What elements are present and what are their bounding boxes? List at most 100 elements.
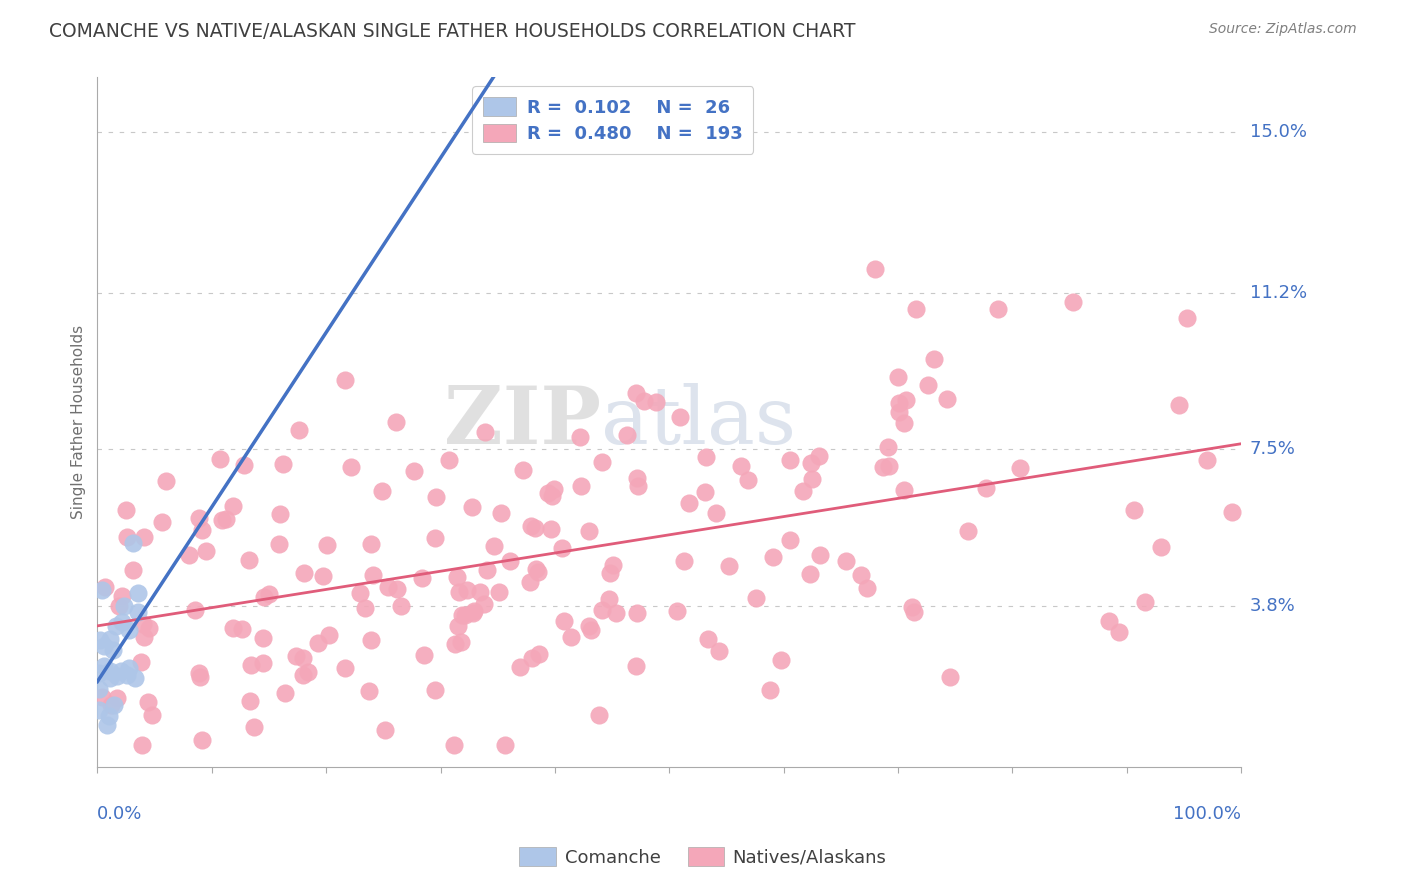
Point: [588, 708, 610, 723]
Point: [957, 524, 980, 538]
Point: [191, 732, 214, 747]
Point: [1098, 615, 1121, 629]
Point: [730, 458, 752, 473]
Point: [134, 530, 156, 544]
Text: 11.2%: 11.2%: [1250, 284, 1306, 302]
Point: [184, 603, 207, 617]
Point: [938, 670, 960, 684]
Point: [138, 621, 160, 635]
Point: [288, 423, 311, 437]
Point: [599, 566, 621, 581]
Point: [645, 395, 668, 409]
Point: [98, 671, 121, 685]
Point: [377, 580, 399, 594]
Point: [569, 479, 592, 493]
Legend: Comanche, Natives/Alaskans: Comanche, Natives/Alaskans: [512, 840, 894, 874]
Point: [122, 563, 145, 577]
Point: [799, 567, 821, 582]
Text: ZIP: ZIP: [444, 383, 600, 461]
Point: [863, 262, 886, 277]
Point: [887, 405, 910, 419]
Point: [520, 651, 543, 665]
Point: [461, 500, 484, 515]
Point: [190, 523, 212, 537]
Point: [100, 698, 122, 712]
Point: [252, 631, 274, 645]
Point: [935, 392, 957, 406]
Point: [118, 661, 141, 675]
Point: [745, 591, 768, 605]
Point: [668, 410, 690, 425]
Point: [131, 738, 153, 752]
Point: [188, 670, 211, 684]
Point: [624, 386, 647, 401]
Point: [385, 416, 408, 430]
Point: [551, 541, 574, 555]
Point: [917, 377, 939, 392]
Point: [581, 623, 603, 637]
Point: [252, 656, 274, 670]
Point: [1175, 311, 1198, 326]
Y-axis label: Single Father Households: Single Father Households: [72, 325, 86, 519]
Point: [103, 698, 125, 713]
Point: [141, 708, 163, 723]
Point: [340, 459, 363, 474]
Point: [540, 522, 562, 536]
Point: [269, 537, 291, 551]
Point: [598, 592, 620, 607]
Point: [259, 587, 281, 601]
Point: [437, 453, 460, 467]
Point: [468, 584, 491, 599]
Point: [1062, 295, 1084, 310]
Point: [443, 739, 465, 753]
Point: [359, 683, 381, 698]
Point: [105, 691, 128, 706]
Text: 100.0%: 100.0%: [1173, 805, 1241, 823]
Point: [187, 511, 209, 525]
Point: [107, 669, 129, 683]
Point: [602, 558, 624, 572]
Point: [849, 568, 872, 582]
Point: [129, 655, 152, 669]
Point: [114, 599, 136, 614]
Point: [877, 440, 900, 454]
Point: [136, 695, 159, 709]
Point: [509, 660, 531, 674]
Point: [108, 599, 131, 613]
Point: [127, 586, 149, 600]
Point: [335, 373, 357, 387]
Point: [292, 668, 315, 682]
Point: [87, 666, 110, 681]
Point: [520, 518, 543, 533]
Point: [97, 709, 120, 723]
Point: [527, 565, 550, 579]
Point: [238, 553, 260, 567]
Point: [524, 521, 547, 535]
Point: [131, 617, 153, 632]
Point: [155, 474, 177, 488]
Point: [792, 483, 814, 498]
Point: [90, 582, 112, 597]
Point: [253, 591, 276, 605]
Point: [737, 473, 759, 487]
Point: [387, 582, 409, 597]
Point: [292, 651, 315, 665]
Point: [443, 637, 465, 651]
Point: [451, 607, 474, 622]
Point: [894, 392, 917, 407]
Point: [540, 489, 562, 503]
Point: [474, 425, 496, 439]
Point: [284, 649, 307, 664]
Point: [543, 482, 565, 496]
Point: [425, 531, 447, 545]
Point: [624, 658, 647, 673]
Point: [903, 606, 925, 620]
Point: [553, 614, 575, 628]
Point: [519, 574, 541, 589]
Point: [292, 566, 315, 581]
Point: [111, 589, 134, 603]
Point: [893, 483, 915, 497]
Point: [87, 703, 110, 717]
Point: [353, 601, 375, 615]
Point: [360, 633, 382, 648]
